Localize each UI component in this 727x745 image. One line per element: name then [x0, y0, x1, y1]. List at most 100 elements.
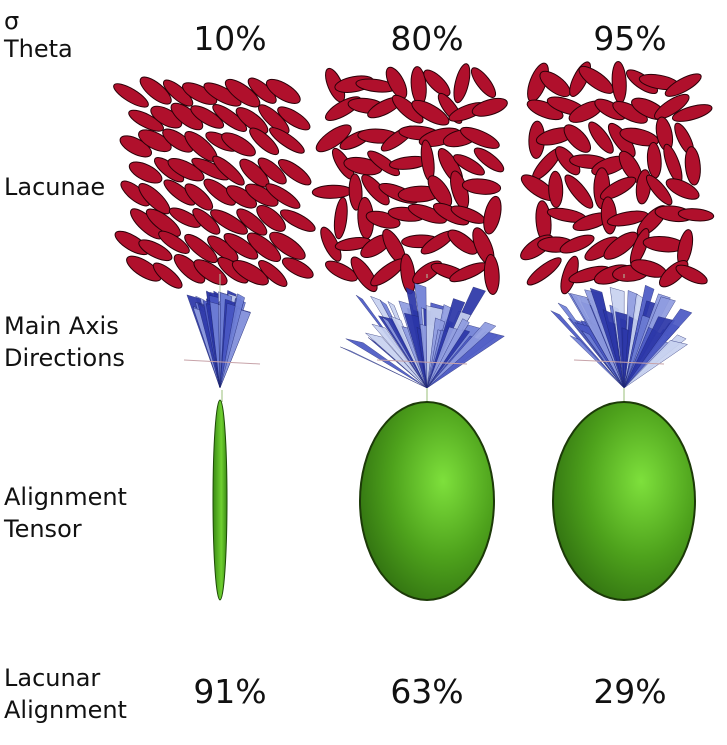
lacuna-ellipse — [193, 259, 228, 286]
lacuna-ellipse — [563, 124, 592, 153]
lacuna-ellipse — [483, 254, 500, 295]
lacuna-ellipse — [190, 105, 225, 129]
lacuna-ellipse — [483, 195, 502, 235]
lacuna-ellipse — [559, 234, 595, 254]
lacuna-ellipse — [671, 104, 713, 122]
alignment-tensor-col2 — [359, 388, 495, 601]
lacuna-ellipse — [221, 132, 256, 157]
lacuna-ellipse — [184, 183, 214, 211]
lacunae-cluster-col1 — [113, 76, 316, 294]
lacuna-ellipse — [236, 208, 268, 236]
lacuna-ellipse — [281, 257, 314, 279]
lacuna-ellipse — [578, 65, 614, 94]
lacuna-ellipse — [548, 170, 564, 208]
lacuna-ellipse — [315, 124, 352, 153]
lacuna-ellipse — [453, 154, 485, 176]
lacuna-ellipse — [423, 69, 451, 97]
lacuna-ellipse — [473, 147, 505, 173]
lacunar-alignment-label-line1: Lacunar — [4, 664, 101, 692]
lacuna-ellipse — [256, 204, 286, 232]
lacuna-ellipse — [411, 99, 450, 126]
alignment-tensor-label-line2: Tensor — [4, 515, 82, 543]
lacuna-ellipse — [163, 179, 196, 206]
axis-direction-spike — [219, 293, 245, 389]
lacuna-ellipse — [258, 104, 290, 135]
lacuna-ellipse — [203, 178, 236, 206]
lacunae-cluster-col2 — [311, 63, 508, 295]
lacuna-ellipse — [126, 255, 162, 282]
tensor-ellipsoid — [552, 401, 696, 601]
axis-fan-col3 — [550, 284, 693, 389]
lacuna-ellipse — [210, 209, 248, 235]
sigma-symbol-label: σ — [4, 7, 20, 35]
lacuna-ellipse — [564, 174, 594, 209]
lacuna-ellipse — [257, 157, 287, 185]
axis-direction-spike — [426, 321, 497, 389]
lacuna-ellipse — [226, 185, 257, 209]
lacuna-ellipse — [333, 196, 348, 240]
axis-direction-spike — [340, 346, 428, 389]
lacuna-ellipse — [269, 231, 306, 260]
column-1 — [113, 76, 316, 601]
lacuna-ellipse — [150, 105, 183, 129]
lacuna-ellipse — [677, 208, 715, 222]
lacuna-ellipse — [128, 161, 163, 184]
lacuna-ellipse — [654, 93, 690, 120]
alignment-tensor-label-line1: Alignment — [4, 483, 127, 511]
lacuna-ellipse — [675, 264, 708, 285]
main-axis-label-line2: Directions — [4, 344, 125, 372]
lacuna-ellipse — [223, 233, 259, 260]
tensor-needle — [212, 399, 228, 601]
column-3 — [520, 61, 715, 601]
lacuna-ellipse — [138, 129, 172, 153]
axis-direction-spike — [569, 335, 625, 389]
lacuna-ellipse — [192, 208, 221, 235]
lacuna-ellipse — [249, 127, 280, 156]
lacuna-ellipse — [461, 178, 502, 195]
axis-direction-spike — [367, 337, 428, 389]
lacuna-ellipse — [684, 146, 701, 186]
lacunar-alignment-value-col1: 91% — [193, 672, 267, 711]
axis-direction-spike — [602, 309, 625, 389]
lacuna-ellipse — [471, 97, 508, 117]
lacunae-label: Lacunae — [4, 173, 106, 201]
lacuna-ellipse — [526, 257, 562, 286]
lacuna-ellipse — [265, 183, 301, 209]
lacuna-ellipse — [139, 76, 172, 105]
lacuna-ellipse — [611, 61, 627, 104]
reference-axis-line — [376, 359, 468, 365]
lacuna-ellipse — [138, 239, 173, 262]
lacuna-ellipse — [168, 207, 202, 228]
lacuna-ellipse — [138, 183, 171, 215]
lacuna-ellipse — [269, 127, 305, 154]
lacuna-ellipse — [348, 173, 363, 211]
lacuna-ellipse — [603, 231, 639, 260]
lacuna-ellipse — [367, 150, 401, 177]
lacuna-ellipse — [158, 230, 190, 254]
lacuna-ellipse — [407, 203, 448, 224]
lacuna-ellipse — [470, 67, 497, 98]
axis-fan-col1 — [183, 290, 261, 389]
lacuna-ellipse — [588, 121, 614, 154]
lacuna-ellipse — [231, 259, 269, 286]
lacuna-ellipse — [460, 126, 500, 149]
lacuna-ellipse — [664, 73, 702, 97]
axis-direction-spike — [574, 322, 625, 389]
main-axis-label-line1: Main Axis — [4, 312, 119, 340]
lacuna-ellipse — [311, 184, 353, 199]
theta-label: Theta — [4, 35, 73, 63]
alignment-tensor-col3 — [552, 388, 696, 601]
lacuna-ellipse — [119, 135, 152, 158]
lacuna-ellipse — [539, 70, 571, 97]
lacuna-ellipse — [265, 78, 301, 104]
lacuna-ellipse — [277, 106, 311, 131]
axis-direction-spike — [426, 318, 470, 389]
lacuna-ellipse — [447, 229, 478, 255]
sigma-theta-value-col3: 95% — [593, 19, 667, 58]
lacunar-alignment-value-col3: 29% — [593, 672, 667, 711]
lacuna-ellipse — [145, 208, 181, 237]
lacuna-ellipse — [246, 232, 282, 263]
column-2 — [311, 63, 508, 601]
lacunar-alignment-value-col2: 63% — [390, 672, 464, 711]
